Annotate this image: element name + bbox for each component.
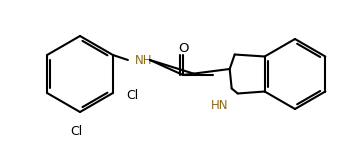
Text: NH: NH <box>135 54 152 66</box>
Text: HN: HN <box>211 98 228 112</box>
Text: O: O <box>178 41 188 55</box>
Text: Cl: Cl <box>70 125 82 138</box>
Text: Cl: Cl <box>126 88 138 101</box>
